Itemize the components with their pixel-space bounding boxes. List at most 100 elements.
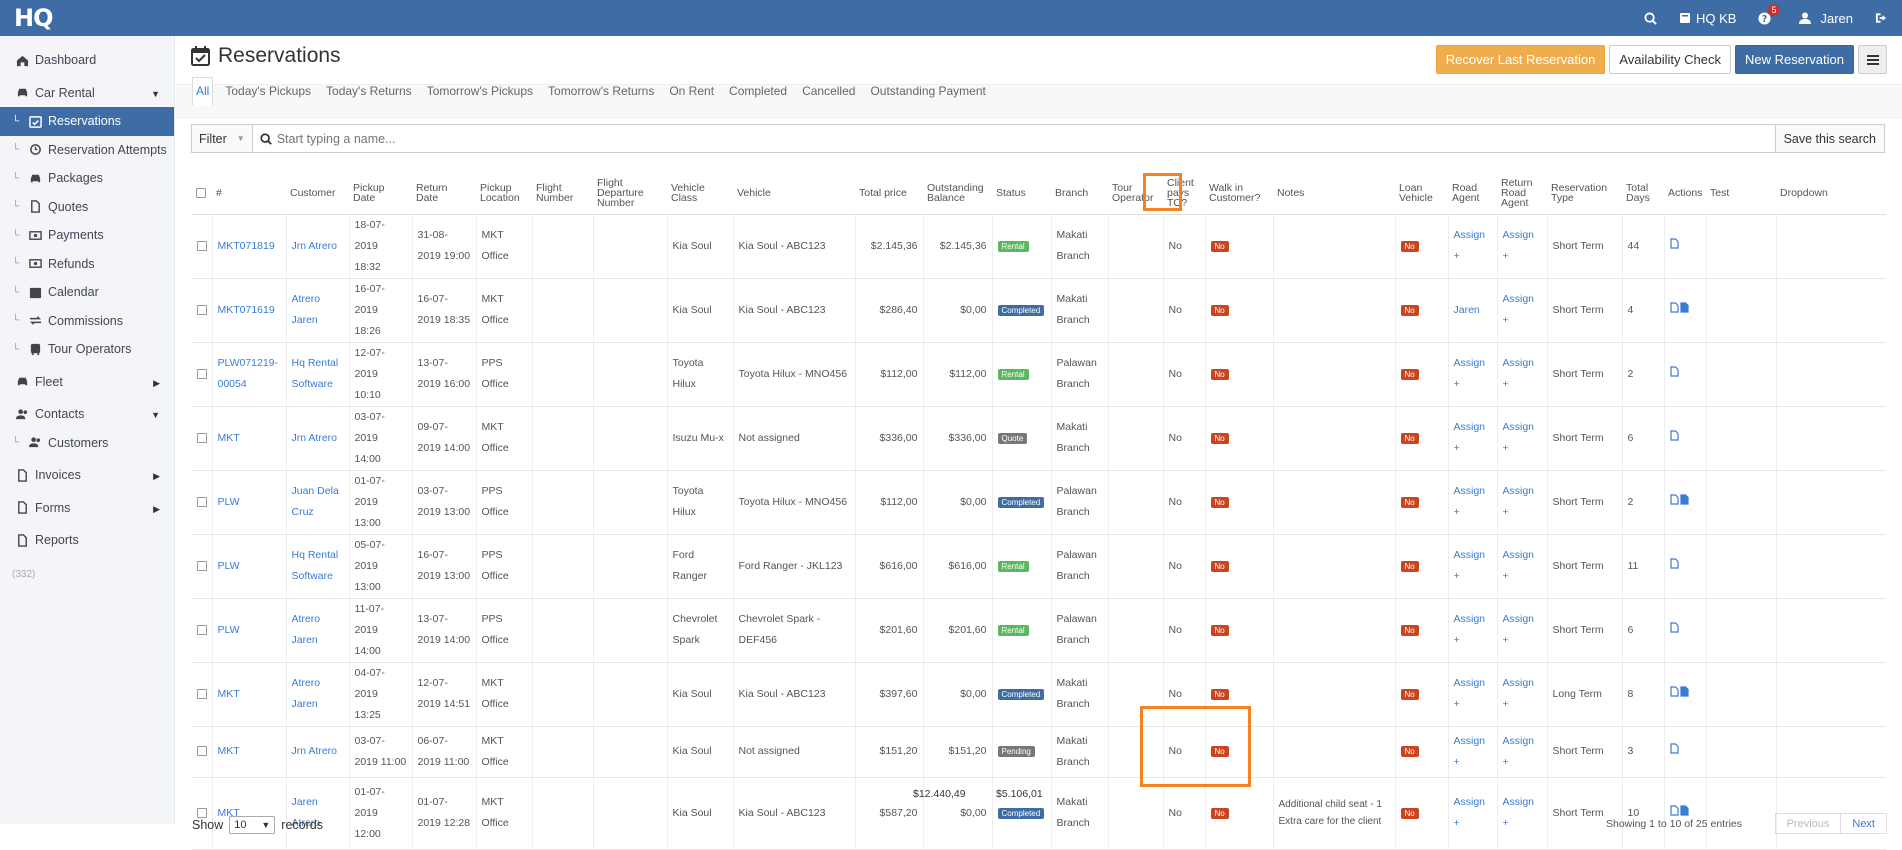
sidebar-item-customers[interactable]: └ Customers — [0, 429, 174, 458]
view-document-icon[interactable] — [1669, 301, 1680, 316]
view-document-icon[interactable] — [1669, 804, 1680, 819]
column-header-vehicle-class[interactable]: Vehicle Class — [667, 172, 733, 215]
customer-link[interactable]: Jrn Atrero — [291, 431, 338, 444]
ragent-link[interactable]: Assign + — [1502, 421, 1535, 454]
column-header-outstanding-balance[interactable]: Outstanding Balance — [923, 172, 992, 215]
column-header-flight-number[interactable]: Flight Number — [532, 172, 593, 215]
row-checkbox[interactable] — [197, 496, 207, 507]
sidebar-item-forms[interactable]: Forms ▶ — [0, 494, 174, 523]
id-link[interactable]: MKT — [217, 431, 240, 444]
download-pdf-icon[interactable] — [1679, 493, 1690, 508]
save-search-button[interactable]: Save this search — [1774, 125, 1884, 152]
sidebar-item-dashboard[interactable]: Dashboard — [0, 46, 174, 75]
select-all-checkbox[interactable] — [196, 187, 206, 198]
assign-road-agent-link[interactable]: Assign + — [1453, 796, 1486, 829]
tab-on-rent[interactable]: On Rent — [669, 84, 715, 98]
tab-today-s-returns[interactable]: Today's Returns — [326, 84, 412, 98]
ragent-link[interactable]: Assign + — [1502, 677, 1535, 710]
tab-outstanding-payment[interactable]: Outstanding Payment — [870, 84, 986, 98]
view-document-icon[interactable] — [1669, 365, 1680, 380]
column-header-road-agent[interactable]: Road Agent — [1448, 172, 1497, 215]
row-checkbox[interactable] — [197, 807, 207, 818]
tab-today-s-pickups[interactable]: Today's Pickups — [225, 84, 312, 98]
column-header-vehicle[interactable]: Vehicle — [733, 172, 855, 215]
row-checkbox[interactable] — [197, 624, 207, 635]
column-header-#[interactable]: # — [212, 172, 286, 215]
column-header-total-price[interactable]: Total price — [855, 172, 923, 215]
sidebar-item-car-rental[interactable]: Car Rental ▼ — [0, 79, 174, 108]
search-icon[interactable] — [1644, 11, 1657, 25]
row-checkbox[interactable] — [197, 746, 207, 757]
id-link[interactable]: MKT — [217, 806, 240, 819]
ragent-link[interactable]: Assign + — [1502, 293, 1535, 326]
ragent-link[interactable]: Assign + — [1502, 485, 1535, 518]
download-pdf-icon[interactable] — [1679, 804, 1690, 819]
ragent-link[interactable]: Assign + — [1502, 357, 1535, 390]
tab-tomorrow-s-pickups[interactable]: Tomorrow's Pickups — [426, 84, 534, 98]
id-link[interactable]: PLW — [217, 495, 240, 508]
column-header-customer[interactable]: Customer — [286, 172, 349, 215]
customer-link[interactable]: Atrero Jaren — [291, 677, 321, 710]
customer-link[interactable]: Atrero Jaren — [291, 613, 321, 646]
column-header-tour-operator[interactable]: Tour Operator — [1108, 172, 1163, 215]
search-field[interactable] — [253, 131, 1775, 146]
id-link[interactable]: MKT071619 — [217, 303, 275, 316]
column-header-flight-departure-number[interactable]: Flight Departure Number — [593, 172, 667, 215]
hq-logo[interactable]: HQ — [14, 4, 53, 32]
customer-link[interactable]: Hq Rental Software — [291, 357, 339, 390]
row-checkbox[interactable] — [197, 240, 207, 251]
ragent-link[interactable]: Assign + — [1502, 613, 1535, 646]
sidebar-item-reservation-attempts[interactable]: └ Reservation Attempts — [0, 136, 174, 165]
ragent-link[interactable]: Assign + — [1502, 229, 1535, 262]
hamburger-menu-icon[interactable] — [1858, 45, 1887, 74]
sidebar-item-contacts[interactable]: Contacts ▼ — [0, 400, 174, 429]
assign-road-agent-link[interactable]: Assign + — [1453, 734, 1486, 768]
ragent-link[interactable]: Assign + — [1502, 549, 1535, 582]
sidebar-item-tour-operators[interactable]: └ Tour Operators — [0, 335, 174, 364]
column-header-total-days[interactable]: Total Days — [1622, 172, 1664, 215]
column-header-reservation-type[interactable]: Reservation Type — [1547, 172, 1622, 215]
records-select[interactable]: 10 ▼ — [229, 816, 276, 834]
sidebar-item-quotes[interactable]: └ Quotes — [0, 193, 174, 222]
assign-road-agent-link[interactable]: Assign + — [1453, 485, 1486, 518]
sidebar-item-payments[interactable]: └ Payments — [0, 221, 174, 250]
column-header-return-date[interactable]: Return Date — [412, 172, 476, 215]
sidebar-item-reports[interactable]: Reports — [0, 526, 174, 555]
column-header-status[interactable]: Status — [992, 172, 1051, 215]
kb-link[interactable]: HQ KB — [1679, 11, 1736, 26]
column-header-actions[interactable]: Actions — [1664, 172, 1706, 215]
assign-road-agent-link[interactable]: Assign + — [1453, 357, 1486, 390]
sidebar-item-commissions[interactable]: └ Commissions — [0, 307, 174, 336]
download-pdf-icon[interactable] — [1679, 685, 1690, 700]
sidebar-item-refunds[interactable]: └ Refunds — [0, 250, 174, 279]
recover-last-reservation-button[interactable]: Recover Last Reservation — [1435, 45, 1606, 74]
tab-cancelled[interactable]: Cancelled — [802, 84, 856, 98]
column-header-dropdown[interactable]: Dropdown — [1776, 172, 1886, 215]
assign-road-agent-link[interactable]: Assign + — [1453, 613, 1486, 646]
search-input[interactable] — [276, 131, 1775, 146]
view-document-icon[interactable] — [1669, 743, 1680, 757]
tab-all[interactable]: All — [192, 77, 214, 106]
sidebar-item-packages[interactable]: └ Packages — [0, 164, 174, 193]
column-header-test[interactable]: Test — [1706, 172, 1776, 215]
id-link[interactable]: PLW — [217, 559, 240, 572]
column-header-return-road-agent[interactable]: Return Road Agent — [1497, 172, 1547, 215]
view-document-icon[interactable] — [1669, 429, 1680, 444]
sidebar-item-fleet[interactable]: Fleet ▶ — [0, 368, 174, 397]
customer-link[interactable]: Juan Dela Cruz — [291, 485, 339, 518]
column-header-pickup-location[interactable]: Pickup Location — [476, 172, 532, 215]
tab-tomorrow-s-returns[interactable]: Tomorrow's Returns — [548, 84, 655, 98]
view-document-icon[interactable] — [1669, 493, 1680, 508]
view-document-icon[interactable] — [1669, 237, 1680, 252]
assign-road-agent-link[interactable]: Assign + — [1453, 677, 1486, 710]
view-document-icon[interactable] — [1669, 557, 1680, 572]
filter-dropdown[interactable]: Filter ▼ — [192, 125, 253, 152]
assign-road-agent-link[interactable]: Assign + — [1453, 229, 1486, 262]
id-link[interactable]: MKT — [217, 745, 240, 757]
row-checkbox[interactable] — [197, 688, 207, 699]
new-reservation-button[interactable]: New Reservation — [1735, 45, 1854, 74]
id-link[interactable]: MKT071819 — [217, 239, 275, 252]
customer-link[interactable]: Atrero Jaren — [291, 293, 321, 326]
row-checkbox[interactable] — [197, 560, 207, 571]
row-checkbox[interactable] — [197, 432, 207, 443]
